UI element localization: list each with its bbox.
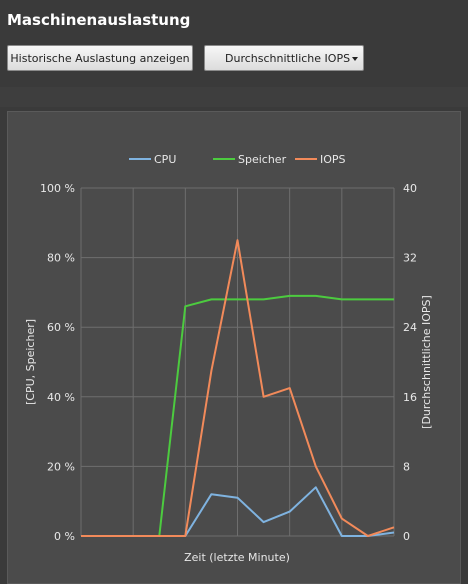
left-axis: 0 % 20 % 40 % 60 % 80 % 100 % bbox=[40, 182, 75, 543]
left-tick-label: 80 % bbox=[47, 252, 75, 265]
left-tick-label: 60 % bbox=[47, 321, 75, 334]
right-tick-label: 8 bbox=[403, 460, 410, 473]
left-tick-label: 40 % bbox=[47, 391, 75, 404]
right-tick-label: 40 bbox=[403, 182, 417, 195]
left-tick-label: 0 % bbox=[54, 530, 75, 543]
chevron-down-icon bbox=[352, 57, 358, 61]
show-history-button[interactable]: Historische Auslastung anzeigen bbox=[7, 45, 193, 71]
right-tick-label: 32 bbox=[403, 252, 417, 265]
metric-select[interactable]: Durchschnittliche IOPS bbox=[204, 45, 364, 71]
legend-label-iops: IOPS bbox=[320, 153, 346, 166]
show-history-button-label: Historische Auslastung anzeigen bbox=[10, 51, 190, 65]
metric-select-value: Durchschnittliche IOPS bbox=[225, 51, 351, 65]
legend-label-cpu: CPU bbox=[154, 153, 176, 166]
right-tick-label: 0 bbox=[403, 530, 410, 543]
right-axis: 0 8 16 24 32 40 bbox=[403, 182, 417, 543]
left-tick-label: 20 % bbox=[47, 460, 75, 473]
right-tick-label: 24 bbox=[403, 321, 417, 334]
right-tick-label: 16 bbox=[403, 391, 417, 404]
chart-legend: CPU Speicher IOPS bbox=[129, 153, 346, 166]
series-line-iops bbox=[81, 239, 395, 537]
y-axis-label-left: [CPU, Speicher] bbox=[24, 319, 37, 405]
page-title: Maschinenauslastung bbox=[7, 11, 191, 29]
x-axis-label: Zeit (letzte Minute) bbox=[184, 551, 290, 564]
chart-grid bbox=[80, 187, 395, 537]
chart-panel: CPU Speicher IOPS 0 % 20 % 40 % 60 % 80 % 100 %… bbox=[7, 111, 461, 584]
left-tick-label: 100 % bbox=[40, 182, 75, 195]
chart-series bbox=[81, 239, 395, 537]
y-axis-label-right: [Durchschnittliche IOPS] bbox=[420, 295, 433, 429]
legend-label-storage: Speicher bbox=[238, 153, 287, 166]
toolbar: Historische Auslastung anzeigen Durchsch… bbox=[7, 45, 364, 71]
utilization-chart: CPU Speicher IOPS 0 % 20 % 40 % 60 % 80 % 100 %… bbox=[24, 153, 433, 564]
separator-bar bbox=[0, 87, 468, 107]
